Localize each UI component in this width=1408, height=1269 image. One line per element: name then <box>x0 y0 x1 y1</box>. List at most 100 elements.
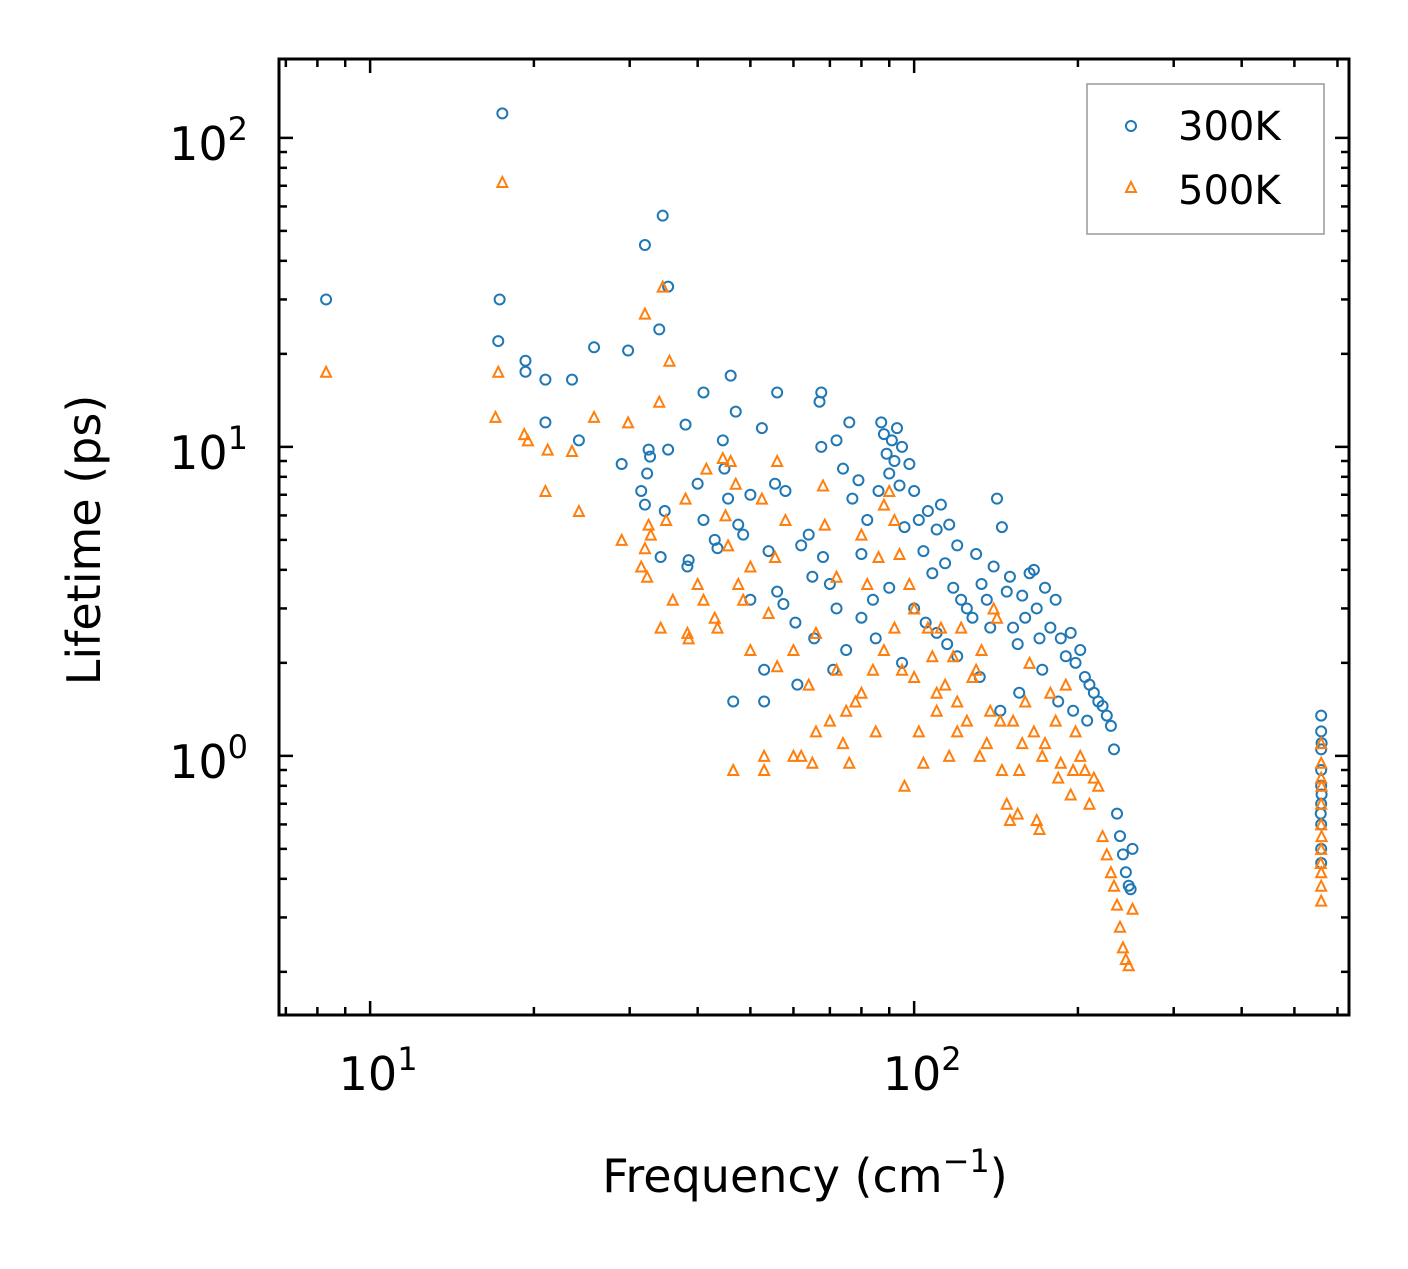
point-300k <box>691 477 704 490</box>
point-300k <box>896 440 909 453</box>
point-300k <box>1030 602 1043 615</box>
point-500k <box>1006 713 1020 727</box>
point-500k <box>1314 893 1328 907</box>
point-300k <box>732 518 745 531</box>
point-300k <box>1119 866 1132 879</box>
point-300k <box>722 492 735 505</box>
point-500k <box>495 174 509 188</box>
point-500k <box>638 306 652 320</box>
points-layer <box>319 107 1329 972</box>
point-300k <box>802 528 815 541</box>
point-300k <box>990 492 1003 505</box>
point-300k <box>744 488 757 501</box>
point-300k <box>638 498 651 511</box>
legend-label-300k: 300K <box>1178 104 1282 150</box>
point-300k <box>654 551 667 564</box>
point-300k <box>943 518 956 531</box>
point-500k <box>587 409 601 423</box>
point-500k <box>1104 865 1118 879</box>
point-300k <box>885 434 898 447</box>
point-500k <box>960 713 974 727</box>
point-500k <box>1003 812 1017 827</box>
legend: 300K 500K <box>1086 83 1325 235</box>
point-300k <box>980 593 993 606</box>
point-500k <box>954 620 968 634</box>
point-300k <box>653 323 666 336</box>
point-500k <box>930 703 944 717</box>
point-500k <box>757 748 771 762</box>
point-500k <box>682 631 696 645</box>
point-500k <box>1100 847 1114 861</box>
point-500k <box>1078 762 1092 777</box>
point-500k <box>656 279 670 293</box>
y-tick-label: 100 <box>169 728 248 789</box>
point-500k <box>641 517 656 531</box>
point-500k <box>809 625 823 639</box>
point-300k <box>912 513 925 526</box>
point-300k <box>823 577 836 590</box>
point-500k <box>950 694 964 708</box>
point-300k <box>1126 842 1139 855</box>
point-300k <box>930 523 943 536</box>
point-500k <box>521 433 535 447</box>
point-500k <box>726 762 740 777</box>
point-300k <box>1104 719 1117 732</box>
point-300k <box>852 474 865 487</box>
point-300k <box>762 545 775 558</box>
point-300k <box>1011 638 1024 651</box>
point-300k <box>815 440 828 453</box>
point-300k <box>1054 632 1067 645</box>
point-300k <box>724 369 737 382</box>
point-500k <box>1095 828 1110 843</box>
y-axis-label: Lifetime (ps) <box>57 395 111 686</box>
point-300k <box>737 528 750 541</box>
point-300k <box>926 567 939 580</box>
point-500k <box>710 620 725 634</box>
point-500k <box>912 724 926 738</box>
point-500k <box>768 549 782 564</box>
point-300k <box>890 422 903 435</box>
point-500k <box>1116 940 1130 954</box>
point-300k <box>917 545 930 558</box>
point-300k <box>1059 650 1072 663</box>
point-300k <box>840 644 853 657</box>
point-300k <box>837 462 850 475</box>
point-300k <box>658 505 671 518</box>
point-500k <box>1091 778 1105 792</box>
point-300k <box>1003 570 1016 583</box>
point-500k <box>950 724 964 738</box>
point-500k <box>839 703 853 717</box>
point-500k <box>621 415 635 429</box>
point-300k <box>638 239 651 252</box>
point-300k <box>1033 632 1046 645</box>
point-300k <box>883 467 896 480</box>
point-300k <box>644 450 657 463</box>
point-500k <box>652 394 666 408</box>
point-500k <box>1030 812 1044 827</box>
point-300k <box>565 373 578 386</box>
point-300k <box>519 365 532 378</box>
point-500k <box>541 442 555 456</box>
point-500k <box>644 527 658 541</box>
point-300k <box>815 386 828 399</box>
point-300k <box>866 593 879 606</box>
point-500k <box>721 538 735 552</box>
point-500k <box>916 755 931 769</box>
point-300k <box>320 293 333 306</box>
point-500k <box>1314 855 1328 870</box>
point-500k <box>802 677 816 691</box>
point-500k <box>1314 817 1328 831</box>
point-500k <box>1087 770 1101 784</box>
point-300k <box>843 416 856 429</box>
point-300k <box>539 373 552 386</box>
point-300k <box>806 570 819 583</box>
point-300k <box>830 434 843 447</box>
point-300k <box>1064 626 1077 639</box>
plot-frame <box>277 57 1351 1017</box>
point-500k <box>1000 796 1014 810</box>
point-500k <box>770 659 784 673</box>
point-300k <box>622 344 635 357</box>
point-300k <box>960 602 973 615</box>
point-300k <box>888 455 901 468</box>
point-500k <box>1107 878 1121 892</box>
